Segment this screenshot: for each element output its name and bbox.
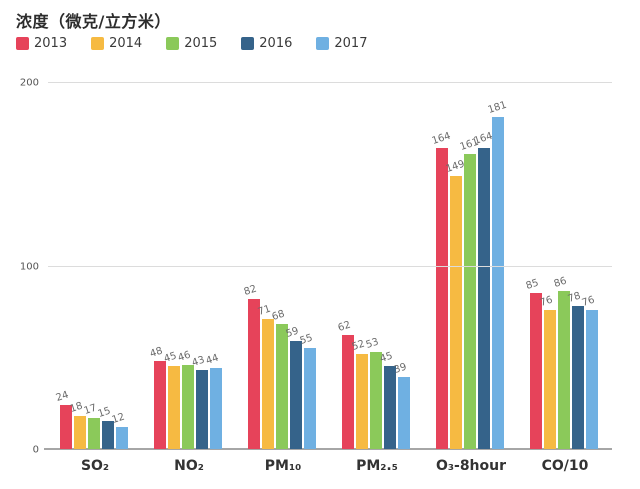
bar-2013: 164 xyxy=(431,131,452,449)
bar-value-label: 71 xyxy=(256,303,273,318)
x-axis-baseline xyxy=(44,448,612,450)
bar-2015: 86 xyxy=(553,276,570,449)
legend-swatch-icon xyxy=(241,37,255,50)
bar-value-label: 44 xyxy=(204,352,221,368)
bar-2015: 53 xyxy=(365,336,382,449)
bar-value-label: 86 xyxy=(552,275,569,291)
bar-2017: 181 xyxy=(487,100,508,449)
bar-2013: 24 xyxy=(55,390,72,449)
bar-2014: 18 xyxy=(69,401,86,449)
y-tick-label-100: 100 xyxy=(19,261,39,272)
bar-2015: 46 xyxy=(177,349,194,449)
legend-item-2014[interactable]: 2014 xyxy=(91,36,142,51)
bar-2014: 76 xyxy=(539,294,556,449)
bar-value-label: 24 xyxy=(54,389,71,404)
bar-value-label: 18 xyxy=(68,400,85,415)
x-axis-category-label: PM₁₀ xyxy=(264,458,302,474)
bar-2014: 71 xyxy=(257,303,274,449)
bar-2015: 17 xyxy=(83,402,100,449)
bar-2017: 76 xyxy=(581,294,598,449)
legend: 2013 2014 2015 2016 2017 xyxy=(16,36,391,51)
gridline-100 xyxy=(48,265,612,267)
bar-group: 85 76 86 78 76 CO/10 xyxy=(525,276,600,474)
legend-swatch-icon xyxy=(16,37,29,50)
bar-2013: 82 xyxy=(243,283,260,449)
bar-value-label: 181 xyxy=(486,99,509,116)
legend-swatch-icon xyxy=(91,37,105,50)
bar-group: 164 149 161 164 181 O₃-8hour xyxy=(431,100,509,474)
x-axis-category-label: SO₂ xyxy=(80,458,110,474)
bar-2016: 45 xyxy=(379,351,396,449)
bar-value-label: 15 xyxy=(96,406,113,421)
bar-2013: 48 xyxy=(149,346,166,449)
bar-2013: 62 xyxy=(337,320,354,449)
legend-label: 2015 xyxy=(184,36,218,51)
bar-value-label: 62 xyxy=(336,319,353,335)
x-axis-category-label: CO/10 xyxy=(541,458,589,474)
y-tick-label-200: 200 xyxy=(19,77,39,89)
legend-label: 2017 xyxy=(334,36,368,51)
bar-2016: 164 xyxy=(473,131,494,449)
legend-swatch-icon xyxy=(166,37,180,50)
bar-value-label: 46 xyxy=(176,349,193,364)
bar-2016: 43 xyxy=(191,355,208,449)
bar-value-label: 68 xyxy=(270,308,287,324)
bar-value-label: 48 xyxy=(148,345,165,360)
y-tick-label-0: 0 xyxy=(32,444,39,456)
bar-group: 48 45 46 43 44 NO₂ xyxy=(149,346,224,474)
bar-groups: 24 18 17 15 12 SO₂ 48 45 46 43 44 NO₂ 82 71 68 59 55 PM₁₀… xyxy=(48,82,612,474)
bar-2017: 39 xyxy=(393,362,410,449)
legend-label: 2014 xyxy=(109,36,143,51)
bar-2017: 44 xyxy=(205,353,222,449)
bar-2014: 45 xyxy=(163,351,180,449)
bar-2015: 161 xyxy=(459,136,480,449)
bar-value-label: 12 xyxy=(110,411,127,426)
bar-value-label: 55 xyxy=(298,332,315,348)
bar-2014: 52 xyxy=(351,338,368,449)
plot-area: 24 18 17 15 12 SO₂ 48 45 46 43 44 NO₂ 82 71 68 59 55 PM₁₀… xyxy=(20,78,612,474)
bar-2016: 78 xyxy=(567,290,584,449)
legend-item-2017[interactable]: 2017 xyxy=(316,36,367,51)
x-axis-category-label: NO₂ xyxy=(174,458,204,474)
legend-label: 2016 xyxy=(259,36,293,51)
legend-swatch-icon xyxy=(316,37,330,50)
bar-2017: 12 xyxy=(111,412,128,449)
bar-value-label: 82 xyxy=(242,283,259,298)
bar-2014: 149 xyxy=(445,158,466,449)
bar-value-label: 164 xyxy=(472,130,495,148)
legend-item-2016[interactable]: 2016 xyxy=(241,36,292,51)
bar-value-label: 164 xyxy=(430,130,453,148)
bar-value-label: 39 xyxy=(392,362,409,377)
gridline-200 xyxy=(48,82,612,83)
bar-2016: 59 xyxy=(285,325,302,449)
bar-value-label: 45 xyxy=(378,351,395,366)
bar-value-label: 85 xyxy=(524,277,541,293)
bar-value-label: 53 xyxy=(364,336,381,351)
bar-value-label: 59 xyxy=(284,325,301,340)
bar-group: 62 52 53 45 39 PM₂.₅ xyxy=(337,320,412,474)
bar-2017: 55 xyxy=(299,333,316,449)
bar-value-label: 76 xyxy=(580,294,597,309)
legend-item-2015[interactable]: 2015 xyxy=(166,36,217,51)
x-axis-category-label: PM₂.₅ xyxy=(356,458,398,474)
bar-2016: 15 xyxy=(97,406,114,449)
bar-group: 82 71 68 59 55 PM₁₀ xyxy=(243,283,318,474)
x-axis-category-label: O₃-8hour xyxy=(435,458,507,474)
legend-label: 2013 xyxy=(34,36,68,51)
bar-2013: 85 xyxy=(525,278,542,449)
bar-group: 24 18 17 15 12 SO₂ xyxy=(55,390,130,474)
chart-title: 浓度（微克/立方米） xyxy=(16,12,171,31)
legend-item-2013[interactable]: 2013 xyxy=(16,36,67,51)
bar-2015: 68 xyxy=(271,309,288,449)
